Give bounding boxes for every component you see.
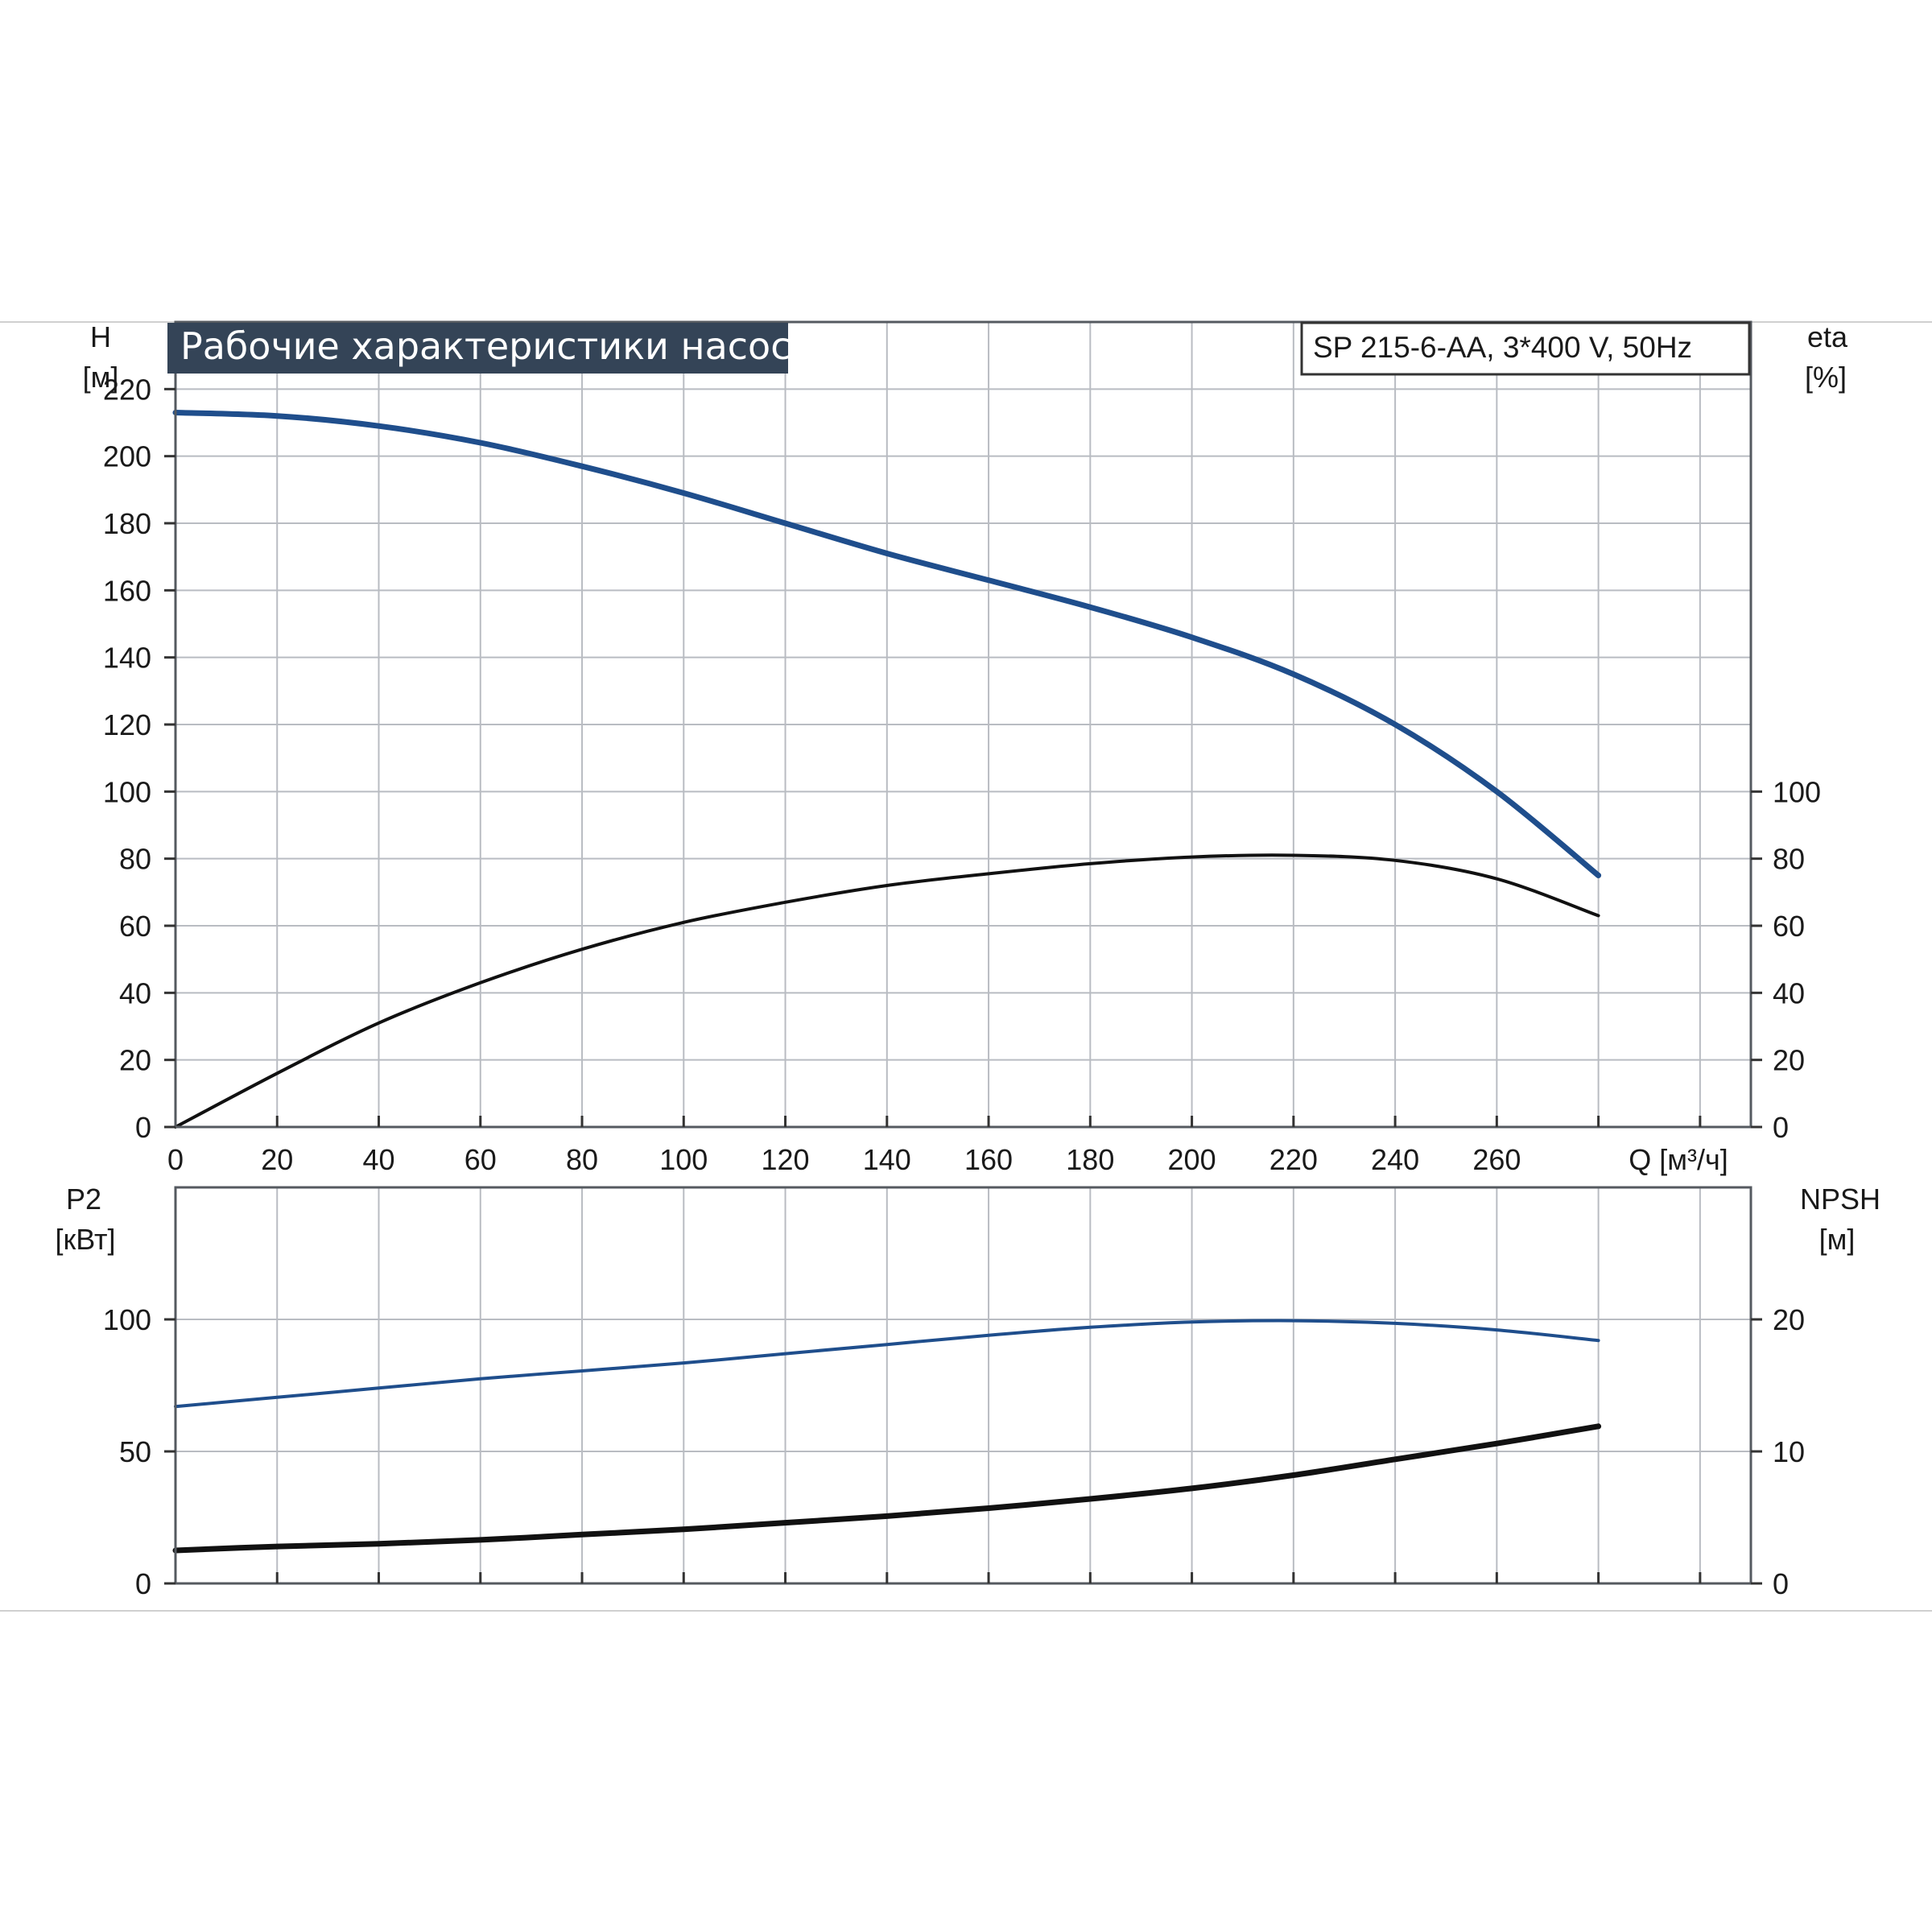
top-ytick-left-label: 140 xyxy=(103,642,151,675)
x-tick-label: 160 xyxy=(964,1143,1013,1176)
title-box xyxy=(167,323,788,374)
bottom-ytick-right-label: 0 xyxy=(1773,1567,1789,1600)
x-tick-label: 260 xyxy=(1472,1143,1521,1176)
x-tick-label: 200 xyxy=(1168,1143,1216,1176)
x-tick-label: 220 xyxy=(1269,1143,1318,1176)
bottom-panel xyxy=(164,1186,1762,1585)
top-ytick-left-label: 100 xyxy=(103,775,151,808)
tick-labels: 0204060801001201401601802002200204060801… xyxy=(103,373,1821,1600)
top-ytick-left-label: 220 xyxy=(103,373,151,406)
x-tick-label: 40 xyxy=(362,1143,394,1176)
top-ytick-left-label: 40 xyxy=(119,976,151,1009)
top-panel xyxy=(164,320,1762,1129)
x-tick-label: 180 xyxy=(1066,1143,1114,1176)
top-ytick-left-label: 120 xyxy=(103,708,151,741)
y-right-bottom-label: NPSH xyxy=(1800,1183,1880,1216)
bottom-ytick-left-label: 100 xyxy=(103,1303,151,1336)
top-series xyxy=(172,410,1602,1129)
bottom-series-1-line xyxy=(172,1423,1602,1554)
y-left-bottom-unit: [кВт] xyxy=(55,1223,115,1256)
top-ytick-left-label: 200 xyxy=(103,440,151,473)
x-axis-label: Q [м³/ч] xyxy=(1629,1143,1728,1176)
x-tick-label: 140 xyxy=(863,1143,911,1176)
y-right-top-label: eta xyxy=(1807,320,1848,353)
chart-title: Рабочие характеристики насоса xyxy=(180,324,814,368)
top-ytick-left-label: 0 xyxy=(135,1111,151,1144)
top-ytick-left-label: 80 xyxy=(119,843,151,876)
top-ytick-right-label: 0 xyxy=(1773,1111,1789,1144)
bottom-grid xyxy=(175,1187,1751,1583)
x-tick-label: 80 xyxy=(566,1143,598,1176)
bottom-ytick-left-label: 0 xyxy=(135,1567,151,1600)
x-tick-label: 120 xyxy=(762,1143,810,1176)
top-ytick-right-label: 100 xyxy=(1773,775,1821,808)
top-ytick-right-label: 80 xyxy=(1773,843,1805,876)
top-ytick-left-label: 20 xyxy=(119,1044,151,1077)
bottom-plot-frame xyxy=(174,1186,1752,1585)
top-ytick-left-label: 160 xyxy=(103,574,151,607)
top-ytick-left-label: 180 xyxy=(103,507,151,540)
model-box xyxy=(1300,321,1751,376)
top-ticks xyxy=(164,387,1762,1129)
bottom-ytick-left-label: 50 xyxy=(119,1435,151,1468)
top-ytick-left-label: 60 xyxy=(119,910,151,943)
x-tick-label: 0 xyxy=(167,1143,184,1176)
top-grid xyxy=(175,321,1751,1127)
y-right-top-unit: [%] xyxy=(1805,361,1847,394)
y-left-bottom-label: P2 xyxy=(66,1183,101,1216)
x-tick-label: 240 xyxy=(1371,1143,1419,1176)
x-tick-label: 100 xyxy=(659,1143,708,1176)
bottom-ytick-right-label: 20 xyxy=(1773,1303,1805,1336)
top-ytick-right-label: 20 xyxy=(1773,1044,1805,1077)
bottom-series xyxy=(172,1319,1602,1554)
top-ytick-right-label: 60 xyxy=(1773,910,1805,943)
x-tick-label: 60 xyxy=(464,1143,497,1176)
top-series-0-line xyxy=(172,410,1602,878)
top-ytick-right-label: 40 xyxy=(1773,976,1805,1009)
y-right-bottom-unit: [м] xyxy=(1819,1223,1856,1256)
top-series-1-line xyxy=(174,853,1600,1129)
y-left-top-label: H xyxy=(90,320,111,353)
y-left-top-unit: [м] xyxy=(83,361,119,394)
bottom-ytick-right-label: 10 xyxy=(1773,1435,1805,1468)
bottom-series-0-line xyxy=(174,1319,1600,1409)
bottom-ticks xyxy=(164,1318,1762,1585)
model-label: SP 215-6-AA, 3*400 V, 50Hz xyxy=(1313,331,1692,364)
x-tick-label: 20 xyxy=(261,1143,293,1176)
